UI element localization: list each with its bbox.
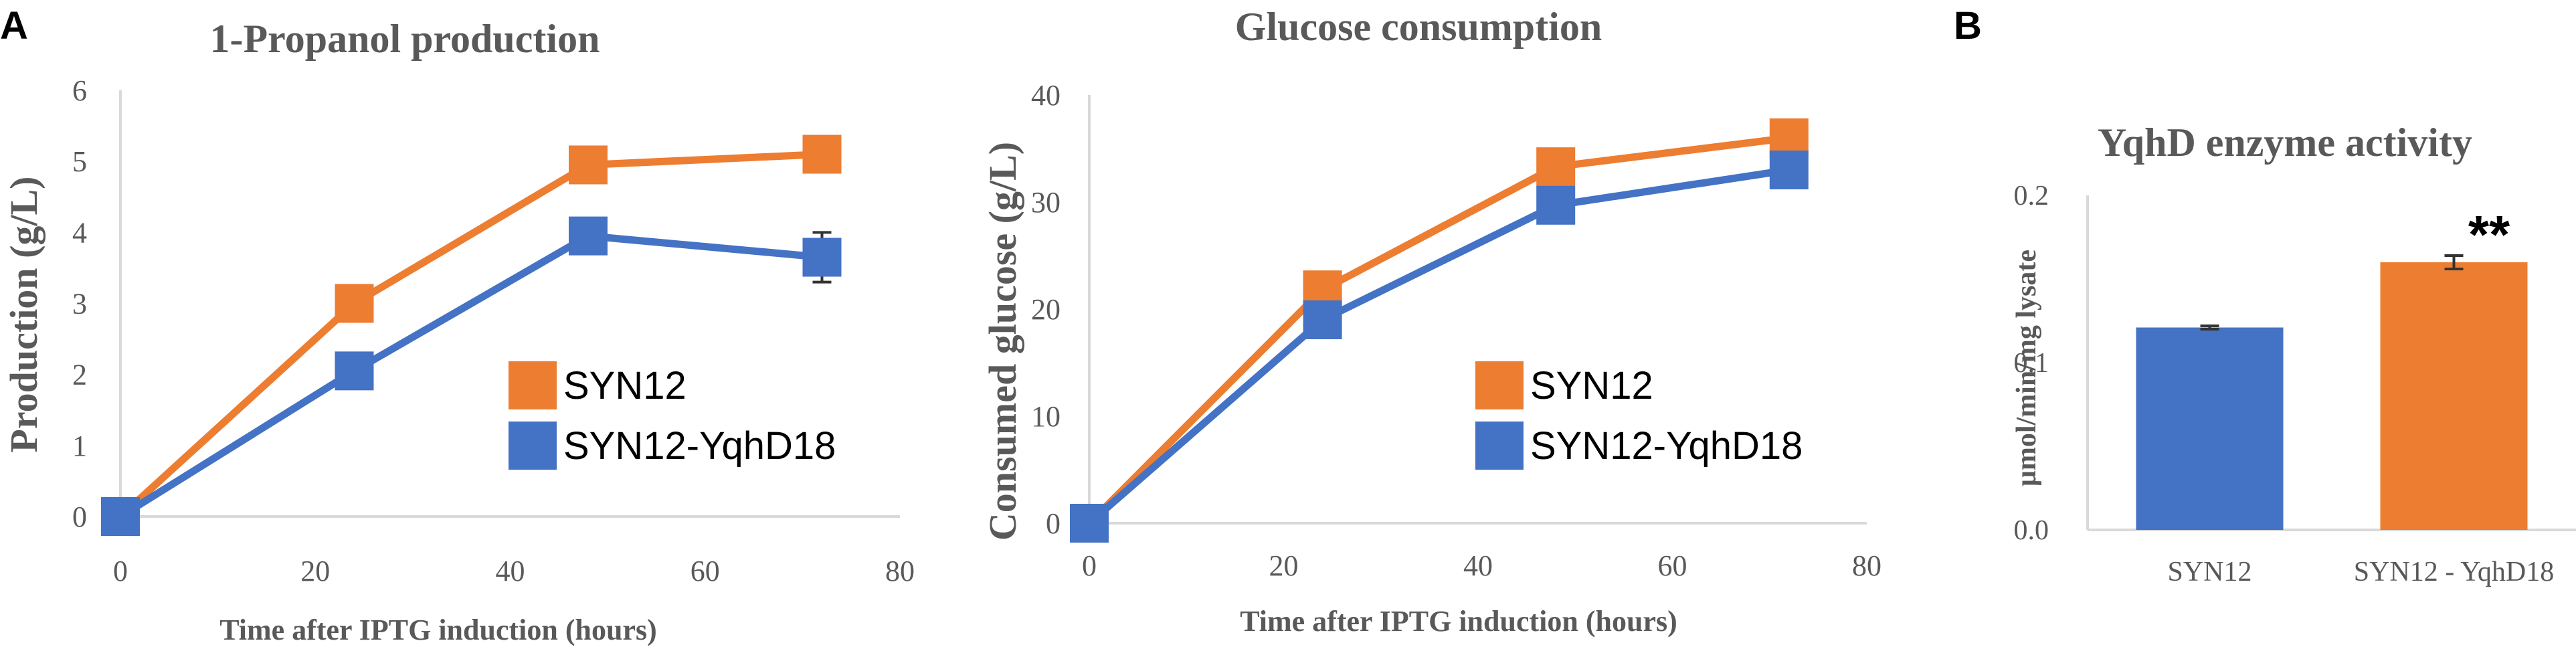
y-tick-label: 0 bbox=[72, 500, 87, 533]
legend-label-syn12: SYN12 bbox=[1530, 364, 1653, 407]
x-tick-label: 60 bbox=[1658, 549, 1687, 582]
y-tick-label: 3 bbox=[72, 288, 87, 320]
enzyme-activity-chart: YqhD enzyme activity μmol/min/mg lysate … bbox=[2011, 120, 2576, 587]
legend-swatch-syn12 bbox=[509, 361, 557, 409]
data-point-syn12-yqhd18 bbox=[569, 216, 608, 256]
chart-title: Glucose consumption bbox=[1235, 5, 1602, 49]
panel-letter-b: B bbox=[1954, 4, 1982, 48]
data-point-syn12-yqhd18 bbox=[335, 351, 374, 391]
data-point-syn12 bbox=[802, 134, 842, 174]
y-tick-label: 10 bbox=[1031, 400, 1061, 433]
x-tick-label: 20 bbox=[300, 555, 330, 587]
chart-title: 1-Propanol production bbox=[210, 17, 600, 61]
data-point-syn12-yqhd18 bbox=[802, 238, 842, 277]
data-point-syn12-yqhd18 bbox=[1070, 504, 1109, 543]
significance-annotation: ** bbox=[2468, 205, 2510, 264]
y-tick-label: 1 bbox=[72, 430, 87, 462]
x-tick-label: SYN12 - YqhD18 bbox=[2354, 557, 2554, 587]
series-line-syn12 bbox=[1087, 134, 1790, 526]
x-tick-label: 0 bbox=[1082, 549, 1097, 582]
bar-syn12 bbox=[2136, 327, 2284, 530]
legend-swatch-syn12-yqhd18 bbox=[1475, 422, 1524, 470]
x-tick-label: 40 bbox=[1463, 549, 1493, 582]
legend-label-syn12-yqhd18: SYN12-YqhD18 bbox=[1530, 424, 1803, 468]
y-tick-label: 6 bbox=[72, 74, 87, 107]
y-tick-label: 4 bbox=[72, 216, 87, 249]
data-point-syn12-yqhd18 bbox=[101, 497, 140, 536]
x-tick-label: 80 bbox=[1852, 549, 1881, 582]
y-axis-label: Consumed glucose (g/L) bbox=[981, 142, 1024, 541]
y-tick-label: 20 bbox=[1031, 293, 1061, 326]
y-axis-label: Production (g/L) bbox=[2, 177, 45, 453]
x-tick-label: 80 bbox=[885, 555, 915, 587]
y-tick-label: 30 bbox=[1031, 186, 1061, 219]
x-axis-label: Time after IPTG induction (hours) bbox=[1240, 605, 1677, 638]
bar-syn12-yqhd18 bbox=[2380, 262, 2528, 530]
x-tick-label: 20 bbox=[1269, 549, 1299, 582]
legend-label-syn12: SYN12 bbox=[563, 364, 686, 407]
data-point-syn12-yqhd18 bbox=[1536, 185, 1576, 225]
data-point-syn12-yqhd18 bbox=[1303, 300, 1342, 339]
series-line-syn12 bbox=[118, 151, 822, 520]
series-line-syn12-yqhd18 bbox=[1087, 166, 1790, 527]
legend-label-syn12-yqhd18: SYN12-YqhD18 bbox=[563, 424, 836, 468]
x-tick-label: SYN12 bbox=[2167, 557, 2251, 587]
x-tick-label: 0 bbox=[113, 555, 128, 587]
x-tick-label: 40 bbox=[496, 555, 525, 587]
y-axis-label: μmol/min/mg lysate bbox=[2011, 250, 2042, 486]
x-axis-label: Time after IPTG induction (hours) bbox=[219, 614, 657, 646]
panel-letter-a: A bbox=[0, 4, 28, 48]
y-tick-label: 40 bbox=[1031, 79, 1061, 112]
y-tick-label: 5 bbox=[72, 145, 87, 178]
legend-swatch-syn12 bbox=[1475, 361, 1524, 409]
data-point-syn12 bbox=[1536, 147, 1576, 187]
chart-title: YqhD enzyme activity bbox=[2098, 120, 2472, 165]
propanol-chart: 1-Propanol production Production (g/L) T… bbox=[2, 17, 915, 646]
legend-swatch-syn12-yqhd18 bbox=[509, 422, 557, 470]
y-tick-label: 0 bbox=[1046, 507, 1061, 540]
series-line-syn12-yqhd18 bbox=[118, 232, 822, 520]
y-tick-label: 0.1 bbox=[2014, 348, 2049, 379]
data-point-syn12 bbox=[569, 145, 608, 185]
legend: SYN12 SYN12-YqhD18 bbox=[1475, 361, 1803, 470]
x-tick-label: 60 bbox=[691, 555, 720, 587]
data-point-syn12-yqhd18 bbox=[1769, 151, 1809, 189]
y-tick-label: 2 bbox=[72, 359, 87, 391]
y-tick-label: 0.2 bbox=[2014, 181, 2049, 211]
data-point-syn12 bbox=[335, 284, 374, 323]
y-tick-label: 0.0 bbox=[2014, 515, 2049, 546]
glucose-chart: Glucose consumption Consumed glucose (g/… bbox=[981, 5, 1881, 638]
legend: SYN12 SYN12-YqhD18 bbox=[509, 361, 836, 470]
